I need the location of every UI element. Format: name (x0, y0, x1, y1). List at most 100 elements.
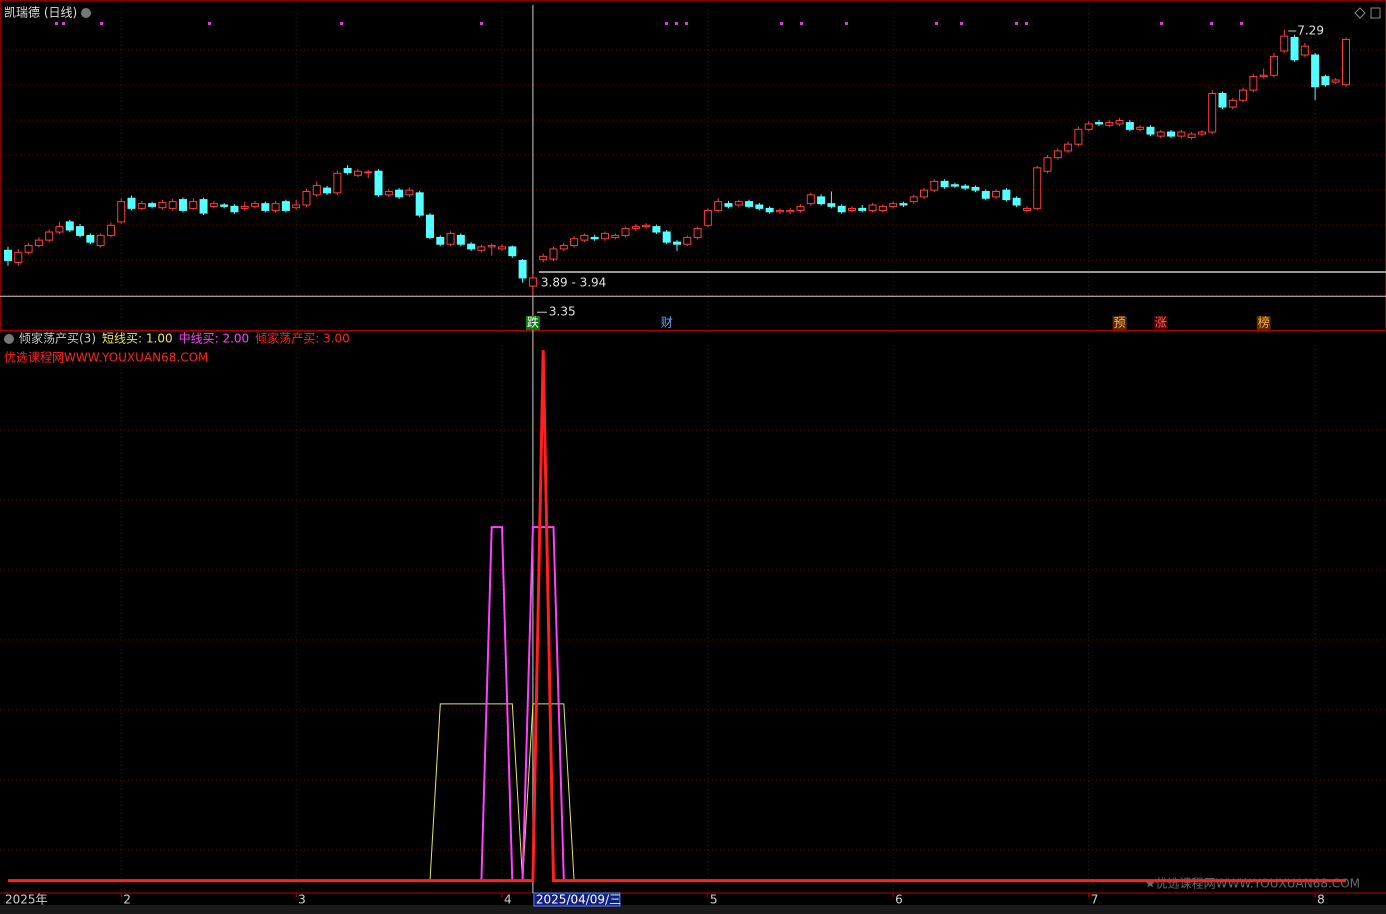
event-bg (525, 316, 540, 330)
candle-body (281, 201, 290, 211)
candle-body (1269, 55, 1278, 76)
candle-body (1187, 133, 1196, 138)
high-label: 7.29 (1297, 24, 1324, 38)
candle-body (148, 203, 157, 207)
candle-body (1239, 89, 1248, 101)
top-icon[interactable] (1370, 7, 1381, 19)
legend-name: 中线买 (179, 331, 215, 346)
candle-body (1331, 79, 1340, 83)
legend-name: 倾家荡产买 (255, 331, 315, 346)
candle-body (1321, 76, 1330, 86)
candle-body (1197, 131, 1206, 135)
candle-body (1228, 99, 1237, 108)
candle-body (1084, 123, 1093, 130)
candle-body (127, 197, 136, 209)
title-menu-icon[interactable] (81, 8, 91, 18)
legend-value: : 2.00 (215, 332, 250, 346)
candle-body (1259, 74, 1268, 78)
indicator-line (8, 350, 1346, 883)
candle-body (652, 226, 661, 233)
candle-body (992, 190, 1001, 198)
candle-body (920, 189, 929, 198)
signal-dot (55, 22, 58, 25)
candle-body (724, 203, 733, 207)
candle-body (786, 209, 795, 213)
signal-dot (685, 22, 688, 25)
candle-body (14, 251, 23, 263)
candle-body (590, 236, 599, 240)
top-icon[interactable] (1354, 7, 1366, 19)
candle-body (55, 226, 64, 233)
candle-body (539, 255, 548, 261)
x-tick-label: 4 (504, 893, 512, 907)
footer-watermark: ★优选课程网WWW.YOUXUAN68.COM (1145, 876, 1360, 891)
candle-body (220, 204, 229, 207)
candle-body (1177, 131, 1186, 137)
indicator-menu-icon[interactable] (4, 334, 14, 344)
candle-body (673, 241, 681, 245)
candle-body (137, 203, 146, 209)
x-tick-label: 8 (1317, 893, 1325, 907)
candle-body (45, 231, 54, 241)
toolbar (0, 905, 1386, 914)
candle-body (878, 205, 887, 211)
candle-body (1311, 54, 1320, 88)
signal-dot (1210, 22, 1213, 25)
signal-dot (480, 22, 483, 25)
candle-body (415, 192, 424, 216)
event-label: 跌 (527, 315, 539, 330)
candle-body (456, 234, 465, 245)
cursor-date-bg (533, 892, 621, 907)
candle-body (899, 203, 908, 206)
signal-dot (960, 22, 963, 25)
candle-body (158, 201, 167, 209)
candle-body (178, 199, 187, 211)
candle-body (611, 234, 620, 238)
candle-body (1033, 167, 1042, 209)
candle-body (755, 204, 764, 209)
candle-body (1043, 157, 1052, 172)
x-tick-label: 2025年 (5, 893, 48, 907)
candle-body (600, 232, 609, 240)
candle-body (1125, 122, 1134, 130)
candle-body (292, 204, 301, 209)
candle-body (1064, 143, 1073, 152)
x-tick-label: 6 (895, 893, 903, 907)
indicator-title: 倾家荡产买(3) (19, 331, 96, 346)
candle-body (714, 201, 723, 211)
candle-body (230, 205, 239, 213)
candle-body (425, 214, 434, 238)
candle-body (395, 189, 404, 198)
candle-body (1105, 122, 1114, 126)
chart-title: 凯瑞德 (日线) (4, 5, 77, 20)
candle-body (189, 201, 198, 209)
candle-body (1012, 197, 1021, 206)
candle-body (1208, 93, 1217, 133)
signal-dot (665, 22, 668, 25)
candle-body (364, 171, 373, 174)
candle-body (323, 187, 332, 194)
candle-body (570, 238, 579, 247)
candle-body (1342, 38, 1350, 86)
candle-body (1249, 76, 1258, 91)
x-tick-label: 2 (123, 893, 131, 907)
candle-body (168, 201, 177, 209)
candle-body (765, 207, 774, 213)
event-bg (1112, 316, 1127, 330)
legend-name: 短线买 (102, 332, 138, 346)
signal-dot (675, 22, 678, 25)
candle-body (683, 236, 692, 245)
candle-body (734, 201, 743, 206)
signal-dot (780, 22, 783, 25)
candle-body (631, 226, 640, 230)
candle-body (961, 185, 970, 189)
candle-body (796, 205, 805, 211)
cursor-date: 2025/04/09/三 (536, 893, 621, 907)
candle-body (1094, 122, 1103, 125)
candle-body (96, 234, 105, 247)
candle-body (1053, 150, 1062, 159)
signal-dot (1015, 22, 1018, 25)
candle-body (302, 190, 311, 206)
